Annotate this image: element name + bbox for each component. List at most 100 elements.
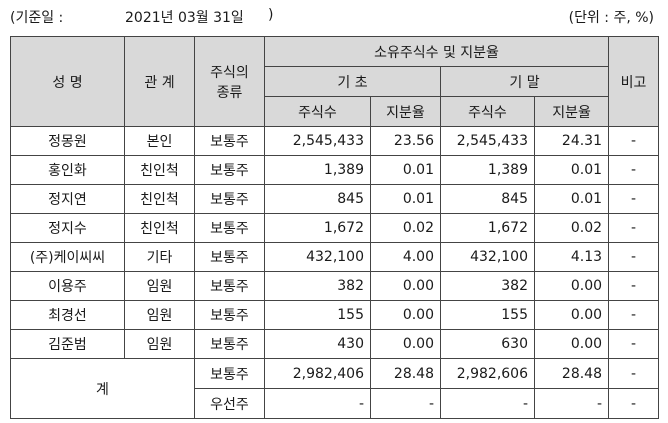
cell-start-shares: 430	[264, 329, 371, 359]
cell-name: 정지수	[10, 213, 125, 243]
table-row: (주)케이씨씨 기타 보통주 432,100 4.00 432,100 4.13…	[10, 242, 660, 272]
cell-end-ratio: 24.31	[533, 126, 610, 156]
cell-end-shares: 432,100	[440, 242, 535, 272]
header-holdings-group: 소유주식수 및 지분율	[263, 36, 610, 67]
cell-start-ratio: 23.56	[370, 126, 441, 156]
cell-start-ratio: 0.02	[370, 213, 441, 243]
cell-end-shares: 1,672	[440, 213, 535, 243]
cell-relation: 임원	[124, 300, 195, 330]
cell-name: 최경선	[10, 300, 125, 330]
header-name: 성 명	[10, 36, 125, 127]
cell-stock-type: 보통주	[194, 271, 265, 301]
cell-start-ratio: 0.01	[370, 184, 441, 214]
cell-stock-type: 보통주	[194, 126, 265, 156]
cell-start-shares: 1,672	[264, 213, 371, 243]
cell-end-ratio: -	[533, 388, 610, 419]
cell-relation: 친인척	[124, 213, 195, 243]
cell-end-shares: 2,545,433	[440, 126, 535, 156]
cell-stock-type: 보통주	[194, 358, 265, 389]
cell-end-ratio: 0.00	[533, 271, 610, 301]
cell-end-ratio: 0.02	[533, 213, 610, 243]
table-row: 정지수 친인척 보통주 1,672 0.02 1,672 0.02 -	[10, 213, 660, 243]
cell-remark: -	[608, 329, 660, 359]
cell-remark: -	[608, 213, 660, 243]
cell-name: 정지연	[10, 184, 125, 214]
cell-relation: 친인척	[124, 155, 195, 185]
cell-end-ratio: 0.00	[533, 300, 610, 330]
cell-start-shares: 432,100	[264, 242, 371, 272]
cell-remark: -	[608, 126, 660, 156]
cell-relation: 임원	[124, 329, 195, 359]
header-stock-type-line1: 주식의	[210, 64, 249, 81]
cell-end-shares: -	[440, 388, 535, 419]
table-row: 정지연 친인척 보통주 845 0.01 845 0.01 -	[10, 184, 660, 214]
cell-remark: -	[608, 300, 660, 330]
cell-start-shares: 382	[264, 271, 371, 301]
cell-name: (주)케이씨씨	[10, 242, 125, 272]
table-row: 홍인화 친인척 보통주 1,389 0.01 1,389 0.01 -	[10, 155, 660, 185]
cell-name: 홍인화	[10, 155, 125, 185]
total-row-preferred: 우선주 - - - - -	[11, 388, 660, 419]
header-stock-type: 주식의 종류	[194, 36, 265, 127]
cell-end-shares: 845	[440, 184, 535, 214]
header-relation: 관 계	[124, 36, 195, 127]
unit-label: (단위 : 주, %)	[568, 10, 654, 26]
cell-remark: -	[608, 242, 660, 272]
base-date-close: )	[268, 7, 274, 23]
table-row: 정몽원 본인 보통주 2,545,433 23.56 2,545,433 24.…	[10, 126, 660, 156]
cell-remark: -	[608, 184, 660, 214]
header-start-ratio: 지분율	[370, 96, 441, 127]
base-date-value: 2021년 03월 31일	[125, 10, 244, 26]
header-end-ratio: 지분율	[533, 96, 610, 127]
total-row-common: 계 보통주 2,982,406 28.48 2,982,606 28.48 -	[10, 358, 660, 419]
cell-stock-type: 보통주	[194, 155, 265, 185]
header-end-shares: 주식수	[440, 96, 535, 127]
cell-start-shares: 2,545,433	[264, 126, 371, 156]
cell-end-shares: 382	[440, 271, 535, 301]
cell-start-ratio: 0.01	[370, 155, 441, 185]
cell-stock-type: 보통주	[194, 300, 265, 330]
base-date-label: (기준일 :	[10, 10, 64, 26]
cell-start-shares: -	[264, 388, 371, 419]
table-row: 김준범 임원 보통주 430 0.00 630 0.00 -	[10, 329, 660, 359]
cell-stock-type: 보통주	[194, 329, 265, 359]
header-remark: 비고	[608, 36, 660, 127]
table-caption: (기준일 : 2021년 03월 31일 ) (단위 : 주, %)	[0, 0, 668, 34]
cell-start-ratio: 0.00	[370, 300, 441, 330]
cell-remark: -	[608, 271, 660, 301]
cell-stock-type: 우선주	[194, 388, 265, 419]
cell-end-shares: 630	[440, 329, 535, 359]
cell-remark: -	[608, 358, 660, 389]
cell-relation: 임원	[124, 271, 195, 301]
cell-relation: 본인	[124, 126, 195, 156]
cell-stock-type: 보통주	[194, 242, 265, 272]
cell-start-shares: 1,389	[264, 155, 371, 185]
cell-start-ratio: 28.48	[370, 358, 441, 389]
cell-relation: 친인척	[124, 184, 195, 214]
table-row: 최경선 임원 보통주 155 0.00 155 0.00 -	[10, 300, 660, 330]
header-period-start: 기 초	[264, 66, 441, 97]
total-label: 계	[10, 358, 195, 419]
cell-end-ratio: 0.01	[533, 184, 610, 214]
cell-end-ratio: 28.48	[533, 358, 610, 389]
cell-end-shares: 1,389	[440, 155, 535, 185]
cell-name: 김준범	[10, 329, 125, 359]
header-period-end: 기 말	[439, 66, 610, 97]
cell-end-shares: 2,982,606	[440, 358, 535, 389]
cell-start-ratio: -	[370, 388, 441, 419]
cell-stock-type: 보통주	[194, 184, 265, 214]
cell-start-shares: 2,982,406	[264, 358, 371, 389]
cell-start-shares: 155	[264, 300, 371, 330]
cell-start-shares: 845	[264, 184, 371, 214]
header-stock-type-line2: 종류	[216, 84, 243, 101]
cell-end-ratio: 4.13	[533, 242, 610, 272]
cell-start-ratio: 4.00	[370, 242, 441, 272]
cell-name: 정몽원	[10, 126, 125, 156]
cell-remark: -	[608, 388, 660, 419]
cell-start-ratio: 0.00	[370, 271, 441, 301]
cell-start-ratio: 0.00	[370, 329, 441, 359]
cell-end-shares: 155	[440, 300, 535, 330]
header-start-shares: 주식수	[264, 96, 371, 127]
cell-remark: -	[608, 155, 660, 185]
cell-end-ratio: 0.00	[533, 329, 610, 359]
